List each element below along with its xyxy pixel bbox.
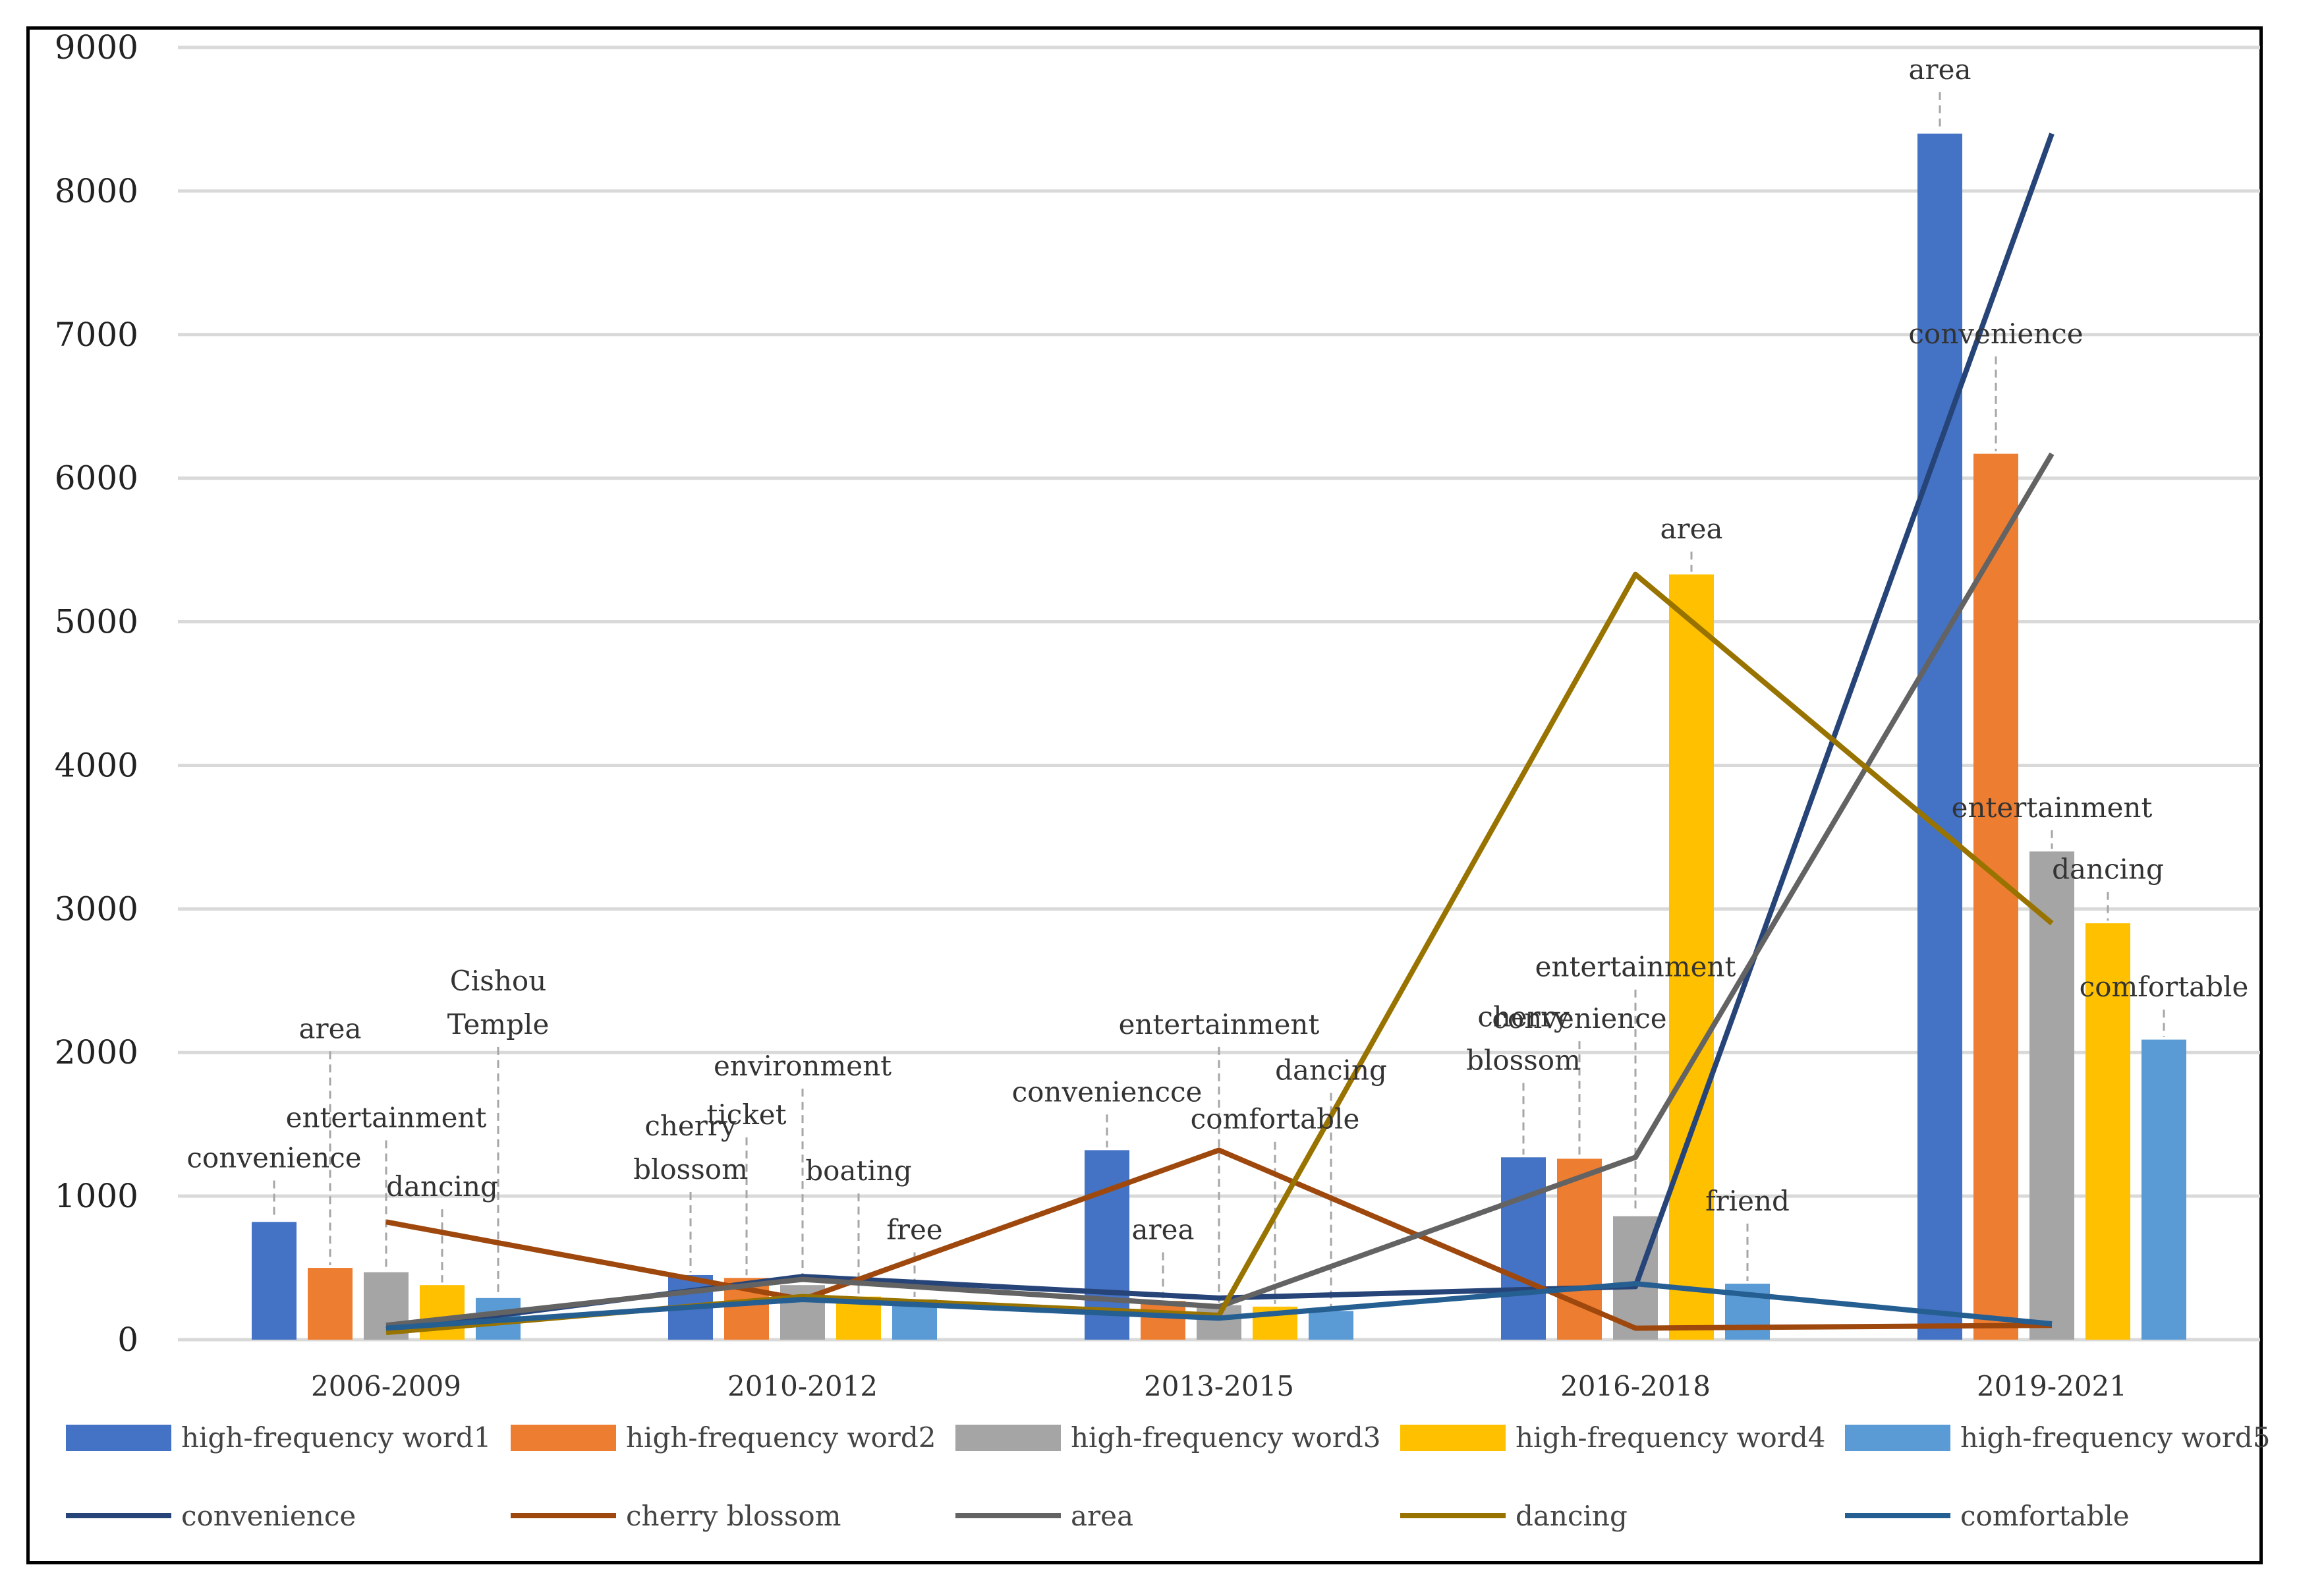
legend-swatch <box>955 1425 1061 1451</box>
annotation-label: convenience <box>186 1142 361 1174</box>
annotation-label: entertainment <box>1952 791 2153 824</box>
chart-frame <box>26 26 2263 1564</box>
bar-1 <box>1917 133 1962 1340</box>
annotation-label: cherry <box>644 1110 737 1142</box>
annotation-label: convenience <box>1908 318 2083 350</box>
bar-4 <box>2085 923 2130 1340</box>
bar-2 <box>1141 1301 1185 1340</box>
annotation-label: area <box>1660 513 1722 545</box>
line-area <box>385 452 2055 1328</box>
annotation-label: dancing <box>386 1170 498 1203</box>
y-tick-label: 7000 <box>55 316 138 354</box>
legend-swatch <box>1845 1425 1950 1451</box>
legend-swatch <box>1400 1425 1506 1451</box>
bar-4 <box>1669 574 1714 1340</box>
annotation-label: convenience <box>1492 1002 1666 1035</box>
annotation-label: entertainment <box>1119 1008 1320 1040</box>
bar-1 <box>252 1222 297 1340</box>
bar-5 <box>1309 1311 1353 1340</box>
x-category-label: 2006-2009 <box>311 1370 461 1402</box>
legend-label: area <box>1071 1500 1133 1532</box>
x-axis-labels: 2006-2009 2010-2012 2013-2015 2016-2018 2019… <box>311 1370 2127 1402</box>
annotation-label: blossom <box>633 1153 748 1185</box>
annotation-label: environment <box>714 1050 892 1082</box>
annotation-label: dancing <box>1275 1054 1387 1087</box>
legend-label: high-frequency word3 <box>1071 1421 1380 1454</box>
bar-3 <box>2029 851 2074 1340</box>
x-category-label: 2010-2012 <box>727 1370 878 1402</box>
annotation-label: comfortable <box>2080 971 2249 1003</box>
x-category-label: 2016-2018 <box>1560 1370 1711 1402</box>
y-tick-label: 4000 <box>55 746 138 784</box>
annotation-label: area <box>1131 1213 1194 1245</box>
line-comfortable <box>385 1281 2053 1331</box>
bars <box>252 133 2186 1340</box>
annotation-label: Temple <box>447 1008 550 1040</box>
x-category-label: 2013-2015 <box>1144 1370 1294 1402</box>
series-lines <box>385 132 2055 1336</box>
legend-swatch <box>66 1425 171 1451</box>
y-tick-label: 8000 <box>55 172 138 210</box>
bar-2 <box>308 1268 353 1340</box>
annotation-label: comfortable <box>1191 1103 1360 1135</box>
annotation-label: free <box>886 1213 942 1245</box>
y-tick-label: 3000 <box>55 890 138 928</box>
annotation-label: boating <box>805 1154 911 1187</box>
y-tick-label: 9000 <box>55 28 138 67</box>
annotation-label: area <box>1908 53 1971 86</box>
bar-2 <box>1973 453 2018 1340</box>
legend-label: high-frequency word1 <box>181 1421 491 1454</box>
annotations: convenience area entertainment dancing Cisho… <box>186 53 2248 1246</box>
annotation-label: Cishou <box>450 965 547 997</box>
annotation-label: dancing <box>2052 853 2164 886</box>
annotation-label: cherry <box>1477 1000 1570 1033</box>
y-tick-label: 1000 <box>55 1177 138 1215</box>
legend-label: comfortable <box>1960 1500 2130 1532</box>
legend-label: high-frequency word5 <box>1960 1421 2270 1454</box>
legend-label: cherry blossom <box>626 1500 841 1532</box>
y-tick-label: 6000 <box>55 459 138 498</box>
annotation-label: friend <box>1705 1185 1790 1217</box>
x-category-label: 2019-2021 <box>1977 1370 2127 1402</box>
legend-label: convenience <box>181 1500 356 1532</box>
annotation-label: entertainment <box>286 1102 487 1134</box>
y-tick-label: 0 <box>117 1321 138 1359</box>
annotation-label: ticket <box>706 1098 786 1131</box>
annotation-label: entertainment <box>1535 951 1736 983</box>
annotation-label: area <box>298 1012 361 1044</box>
legend-label: high-frequency word4 <box>1516 1421 1825 1454</box>
legend: high-frequency word1 high-frequency word2… <box>66 1421 2270 1532</box>
bar-5 <box>2141 1039 2186 1340</box>
annotation-label: conveniencce <box>1012 1075 1203 1108</box>
y-tick-label: 5000 <box>55 603 138 641</box>
legend-label: high-frequency word2 <box>626 1421 936 1454</box>
y-axis-ticks: 0 1000 2000 3000 4000 5000 6000 7000 8000 9000 <box>55 28 138 1359</box>
y-tick-label: 2000 <box>55 1033 138 1071</box>
gridlines <box>178 45 2260 1342</box>
annotation-label: blossom <box>1466 1044 1581 1076</box>
line-cherry-blossom <box>385 1147 2053 1331</box>
bar-1 <box>1501 1157 1546 1340</box>
legend-label: dancing <box>1516 1500 1628 1532</box>
legend-swatch <box>511 1425 616 1451</box>
